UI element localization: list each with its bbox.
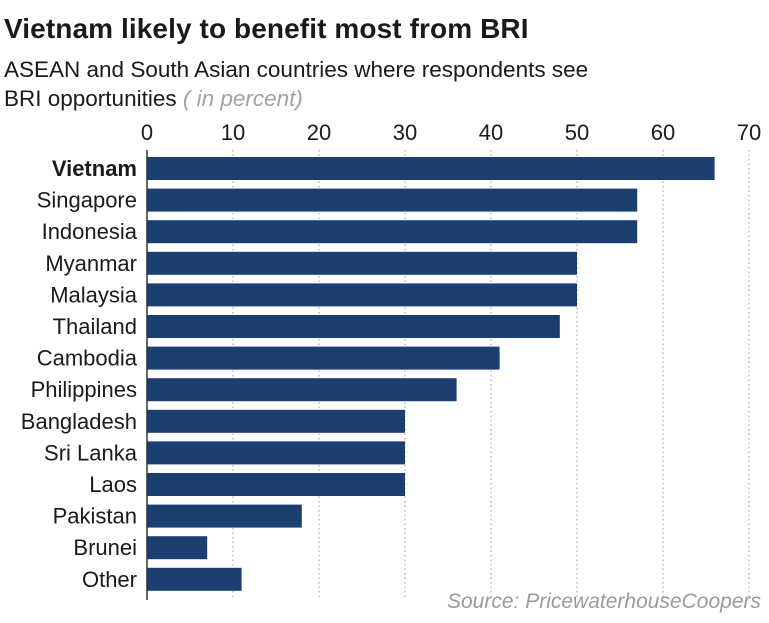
category-label-laos: Laos — [89, 472, 137, 497]
bar-other — [147, 567, 242, 591]
bar-indonesia — [147, 220, 638, 244]
chart-title: Vietnam likely to benefit most from BRI — [4, 13, 529, 44]
x-tick-label-60: 60 — [651, 120, 675, 145]
bar-sri-lanka — [147, 441, 405, 465]
x-tick-label-10: 10 — [221, 120, 245, 145]
category-label-indonesia: Indonesia — [42, 219, 138, 244]
x-tick-label-30: 30 — [393, 120, 417, 145]
category-label-malaysia: Malaysia — [50, 282, 138, 307]
unit-label: ( in percent) — [182, 86, 303, 111]
source-note: Source: PricewaterhouseCoopers — [447, 590, 761, 613]
bar-laos — [147, 473, 405, 496]
x-tick-label-70: 70 — [737, 120, 761, 145]
category-label-philippines: Philippines — [31, 377, 137, 402]
category-label-cambodia: Cambodia — [37, 346, 138, 371]
chart-subtitle: ASEAN and South Asian countries where re… — [4, 55, 764, 113]
x-tick-label-20: 20 — [307, 120, 331, 145]
bar-malaysia — [147, 283, 577, 307]
x-tick-label-0: 0 — [141, 120, 153, 145]
bar-singapore — [147, 188, 638, 212]
category-label-sri-lanka: Sri Lanka — [44, 440, 138, 465]
bar-bangladesh — [147, 409, 405, 433]
subtitle-line-2: BRI opportunities — [4, 86, 177, 111]
bar-pakistan — [147, 504, 302, 528]
category-label-bangladesh: Bangladesh — [21, 409, 137, 434]
x-tick-label-40: 40 — [479, 120, 503, 145]
category-label-vietnam: Vietnam — [52, 156, 137, 181]
x-tick-label-50: 50 — [565, 120, 589, 145]
category-label-pakistan: Pakistan — [53, 504, 137, 529]
subtitle-line-1: ASEAN and South Asian countries where re… — [4, 57, 589, 82]
category-label-singapore: Singapore — [37, 188, 137, 213]
bar-brunei — [147, 536, 208, 560]
bar-vietnam — [147, 157, 715, 180]
bar-cambodia — [147, 346, 500, 370]
category-label-other: Other — [82, 567, 137, 592]
category-label-thailand: Thailand — [53, 314, 137, 339]
bar-philippines — [147, 378, 457, 402]
bar-thailand — [147, 315, 560, 338]
category-label-myanmar: Myanmar — [45, 251, 137, 276]
category-label-brunei: Brunei — [73, 535, 137, 560]
bar-myanmar — [147, 251, 577, 275]
